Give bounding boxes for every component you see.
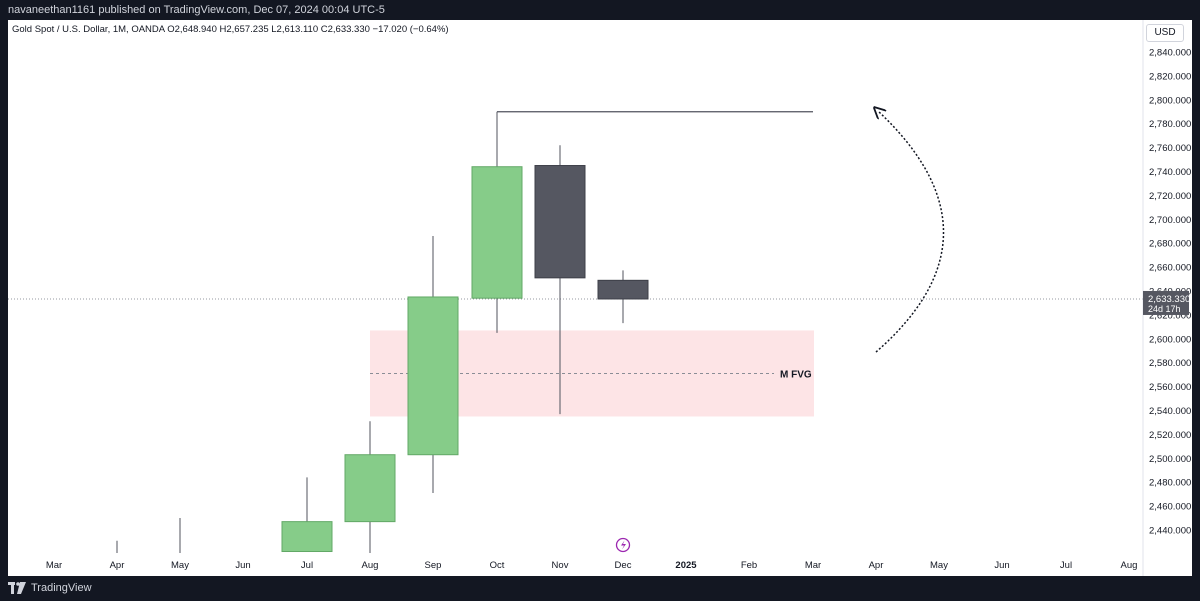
x-tick-label: Dec bbox=[615, 560, 632, 571]
current-price-badge[interactable] bbox=[1143, 290, 1189, 315]
y-tick-label: 2,460.000 bbox=[1149, 502, 1191, 513]
x-tick-label: 2025 bbox=[675, 560, 697, 571]
y-tick-label: 2,840.000 bbox=[1149, 48, 1191, 59]
projection-arrow[interactable] bbox=[876, 111, 945, 353]
y-tick-label: 2,620.000 bbox=[1149, 310, 1191, 321]
x-tick-label: Aug bbox=[362, 560, 379, 571]
x-tick-label: May bbox=[930, 560, 948, 571]
x-tick-label: Jul bbox=[301, 560, 313, 571]
currency-button[interactable]: USD bbox=[1146, 24, 1184, 42]
y-tick-label: 2,800.000 bbox=[1149, 95, 1191, 106]
brand-name: TradingView bbox=[31, 582, 92, 594]
x-tick-label: Jun bbox=[235, 560, 250, 571]
lightning-bolt-icon bbox=[621, 540, 626, 550]
y-tick-label: 2,820.000 bbox=[1149, 71, 1191, 82]
y-tick-label: 2,720.000 bbox=[1149, 191, 1191, 202]
x-tick-label: Mar bbox=[46, 560, 62, 571]
y-tick-label: 2,500.000 bbox=[1149, 454, 1191, 465]
x-tick-label: Nov bbox=[552, 560, 569, 571]
x-tick-label: Jun bbox=[994, 560, 1009, 571]
candle-body-oct[interactable] bbox=[471, 166, 523, 299]
y-tick-label: 2,520.000 bbox=[1149, 430, 1191, 441]
x-tick-label: Sep bbox=[425, 560, 442, 571]
y-tick-label: 2,600.000 bbox=[1149, 334, 1191, 345]
y-tick-label: 2,760.000 bbox=[1149, 143, 1191, 154]
symbol-info: Gold Spot / U.S. Dollar, 1M, OANDA O2,64… bbox=[12, 24, 449, 35]
candle-body-aug[interactable] bbox=[344, 454, 396, 523]
tradingview-logo[interactable]: TradingView bbox=[8, 582, 92, 594]
x-tick-label: Oct bbox=[490, 560, 505, 571]
x-tick-label: Mar bbox=[805, 560, 821, 571]
x-tick-label: Jul bbox=[1060, 560, 1072, 571]
y-tick-label: 2,680.000 bbox=[1149, 239, 1191, 250]
x-tick-label: May bbox=[171, 560, 189, 571]
candle-body-sep[interactable] bbox=[407, 296, 459, 456]
fvg-label: M FVG bbox=[780, 369, 812, 380]
publisher-text: navaneethan1161 published on TradingView… bbox=[8, 4, 385, 16]
y-tick-label: 2,580.000 bbox=[1149, 358, 1191, 369]
x-tick-label: Apr bbox=[869, 560, 884, 571]
candle-body-dec[interactable] bbox=[597, 279, 649, 300]
y-tick-label: 2,480.000 bbox=[1149, 478, 1191, 489]
y-tick-label: 2,660.000 bbox=[1149, 263, 1191, 274]
y-tick-label: 2,740.000 bbox=[1149, 167, 1191, 178]
x-tick-label: Aug bbox=[1121, 560, 1138, 571]
x-tick-label: Apr bbox=[110, 560, 125, 571]
candles-group bbox=[116, 111, 649, 553]
publisher-bar: navaneethan1161 published on TradingView… bbox=[0, 0, 1200, 20]
y-tick-label: 2,780.000 bbox=[1149, 119, 1191, 130]
y-tick-label: 2,440.000 bbox=[1149, 526, 1191, 537]
tradingview-icon bbox=[8, 582, 26, 594]
x-tick-label: Feb bbox=[741, 560, 757, 571]
current-price-value: 2,633.330 bbox=[1148, 294, 1190, 305]
bar-countdown: 24d 17h bbox=[1148, 304, 1181, 314]
y-tick-label: 2,560.000 bbox=[1149, 382, 1191, 393]
y-tick-label: 2,540.000 bbox=[1149, 406, 1191, 417]
y-tick-label: 2,700.000 bbox=[1149, 215, 1191, 226]
lightning-event-icon[interactable] bbox=[615, 537, 631, 553]
candle-body-jul[interactable] bbox=[281, 521, 333, 553]
candle-body-nov[interactable] bbox=[534, 165, 586, 279]
footer-bar: TradingView bbox=[0, 576, 1200, 601]
